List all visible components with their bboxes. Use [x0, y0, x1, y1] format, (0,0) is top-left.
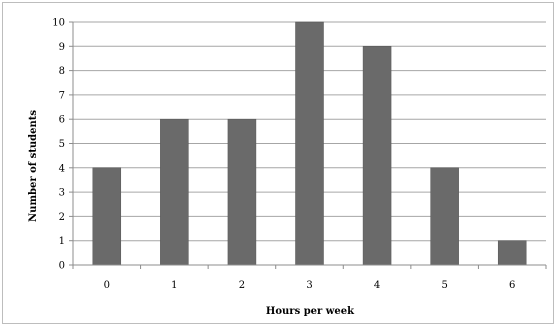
x-tick-label: 0: [104, 280, 110, 291]
x-tick-label: 1: [171, 280, 177, 291]
x-tick-label: 2: [239, 280, 245, 291]
bar-1: [160, 118, 189, 266]
y-tick-label: 6: [59, 115, 65, 126]
y-tick-label: 7: [59, 90, 65, 101]
y-tick-label: 3: [59, 188, 65, 199]
y-tick-label: 1: [59, 236, 65, 247]
y-tick-labels: 0 1 2 3 4 5 6 7 8 9 10: [52, 18, 65, 272]
bar-4: [362, 46, 392, 266]
x-tick-label: 6: [509, 280, 515, 291]
x-tick-label: 3: [306, 280, 312, 291]
y-tick-label: 4: [59, 163, 65, 174]
y-axis-title: Number of students: [28, 110, 39, 222]
y-tick-label: 5: [59, 139, 65, 150]
bar-2: [227, 118, 257, 266]
x-tick-labels: 0 1 2 3 4 5 6: [104, 280, 516, 291]
x-tick-label: 5: [441, 280, 447, 291]
bar-0: [92, 167, 122, 266]
y-tick-label: 2: [59, 212, 65, 223]
y-tick-label: 9: [59, 42, 65, 53]
y-tick-label: 8: [59, 66, 65, 77]
bar-5: [430, 167, 459, 266]
x-axis-title: Hours per week: [266, 306, 355, 317]
chart-frame: [2, 2, 554, 324]
x-tick-label: 4: [374, 280, 380, 291]
y-tick-label: 10: [52, 18, 65, 29]
axes: [69, 21, 547, 269]
bar-6: [497, 240, 527, 266]
bar-3: [295, 21, 324, 266]
y-tick-label: 0: [59, 261, 65, 272]
